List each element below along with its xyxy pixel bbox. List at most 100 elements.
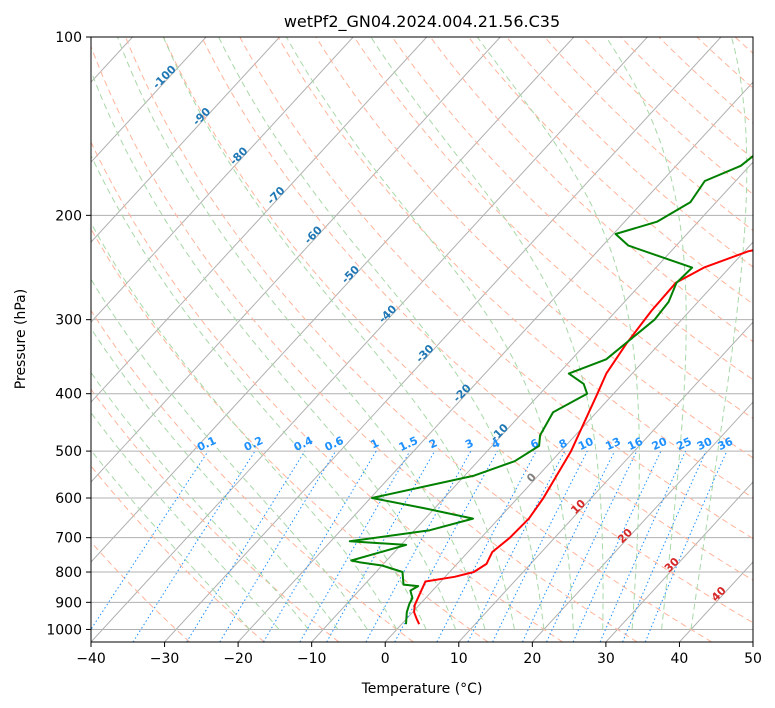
mixing-ratio-label: 20 [650,435,670,453]
dry-adiabat [429,37,753,343]
isotherm-line [91,37,354,323]
mixing-ratio-line [263,450,377,642]
y-tick-label: 500 [55,444,82,460]
y-tick-label: 400 [55,387,82,403]
mixing-ratio-line [599,450,687,642]
dry-adiabat [353,37,753,419]
mixing-ratio-line [299,450,411,642]
mixing-ratio-line [91,450,209,631]
x-tick-label: −40 [76,651,106,667]
mixing-ratio-line [186,450,306,642]
isotherm-line [0,37,59,642]
moist-adiabat [162,37,515,630]
y-tick-label: 800 [55,565,82,581]
moist-adiabat [690,37,748,630]
y-tick-label: 700 [55,531,82,547]
isotherm-line [384,241,753,642]
mixing-ratio-line [326,450,436,642]
y-tick-label: 100 [55,30,82,46]
mixing-ratio-label: 36 [716,435,736,453]
chart-title: wetPf2_GN04.2024.004.21.56.C35 [284,12,560,32]
plot-frame [90,36,754,643]
isotherm-line [91,37,281,243]
isotherm-line [91,37,648,642]
isotherm-line [679,561,753,642]
moist-adiabat [218,37,545,630]
mixing-ratio-line [394,450,498,642]
isotherm-line [531,401,753,642]
isotherm-label: -100 [150,63,179,92]
dry-adiabat [734,37,753,54]
dry-adiabat [91,140,563,642]
isotherm-label: 40 [709,584,729,604]
mixing-ratio-label: 25 [674,435,693,453]
moist-adiabat [285,37,574,630]
x-axis-title: Temperature (°C) [361,681,483,697]
mixing-ratio-line [572,450,662,642]
isotherm-line [91,37,501,483]
moist-adiabat [476,37,640,630]
x-tick-label: −20 [223,651,253,667]
dry-adiabat [91,465,265,642]
moist-adiabat [370,37,604,630]
dry-adiabat [91,541,191,642]
y-axis-title: Pressure (hPa) [13,289,29,389]
dry-adiabat [582,37,753,195]
x-tick-label: −30 [150,651,180,667]
mixing-ratio-line [219,450,337,642]
dry-adiabat [658,37,753,124]
mixing-ratio-label: 30 [695,435,715,453]
dry-adiabat [391,37,753,381]
isotherm-line [91,37,575,563]
mixing-ratio-label: 16 [626,435,646,453]
x-tick-label: 50 [744,651,762,667]
dry-adiabat [91,388,340,642]
x-tick-label: 20 [523,651,541,667]
moist-adiabat [91,449,251,630]
isotherm-line [752,641,753,642]
dewpoint-profile [348,154,753,625]
moist-adiabat [117,37,486,630]
profiles [348,154,753,625]
isotherm-line [458,321,753,642]
background-lines [91,37,753,642]
mixing-ratio-line [132,450,256,642]
mixing-ratio-line [644,450,728,642]
mixing-ratio-line [365,450,472,642]
isotherm-label: 10 [568,497,588,517]
moist-adiabat [605,37,687,630]
gridlines [0,37,753,642]
y-tick-label: 1000 [46,622,82,638]
isotherm-label: -30 [413,342,436,365]
mixing-ratio-line [467,450,566,642]
dry-adiabat [544,37,753,232]
isotherm-line [91,37,207,163]
dry-adiabat [201,37,753,581]
isotherm-label: -20 [451,381,474,404]
mixing-ratio-label: 3 [463,436,475,451]
mixing-ratio-line [546,450,638,642]
isotherm-line [164,37,722,642]
dry-adiabat [620,37,753,160]
isotherm-line [605,481,753,642]
mixing-ratio-label: 10 [576,435,596,453]
mixing-ratio-line [622,450,707,642]
x-tick-label: −10 [297,651,327,667]
dry-adiabat [91,227,489,642]
y-tick-label: 300 [55,313,82,329]
dry-adiabat [315,37,753,459]
dry-adiabat [163,37,753,624]
dry-adiabat [506,37,753,268]
isotherm-line [91,37,428,403]
dry-adiabat [696,37,753,89]
moist-adiabat [91,69,457,630]
y-tick-label: 900 [55,595,82,611]
y-tick-label: 200 [55,208,82,224]
dry-adiabat [91,45,638,642]
moist-adiabat [91,371,309,630]
moist-adiabat [91,411,280,630]
x-tick-label: 10 [450,651,468,667]
isotherm-line [237,81,753,642]
dry-adiabat [468,37,753,305]
